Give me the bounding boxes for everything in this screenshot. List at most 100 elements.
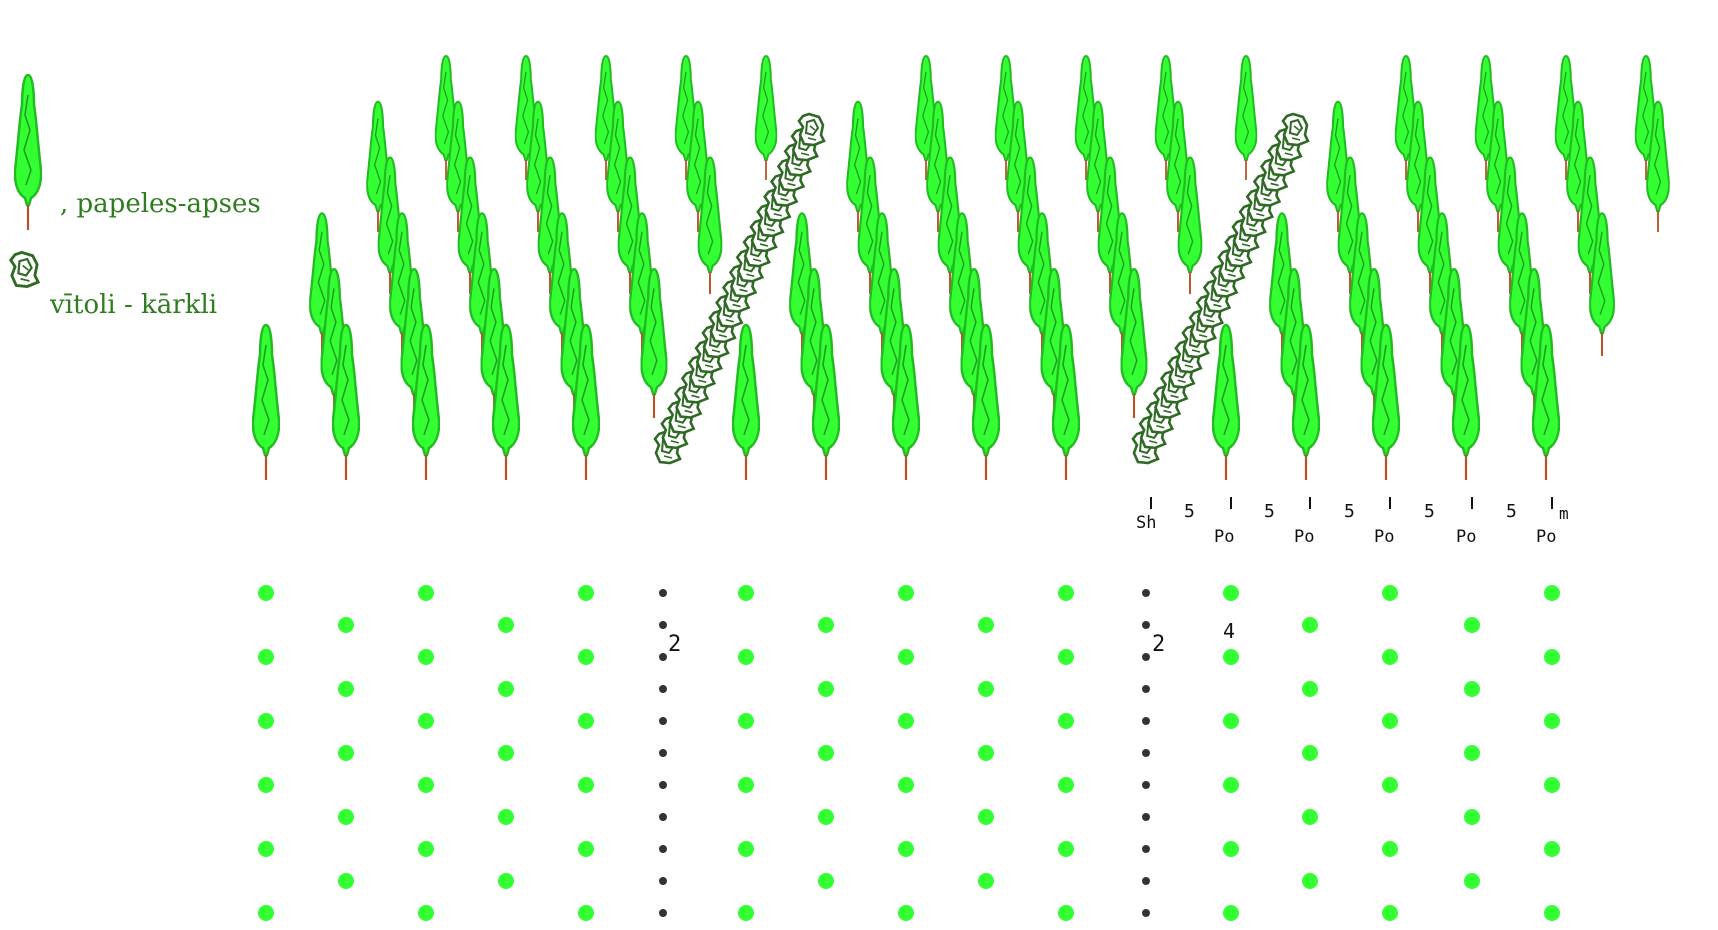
poplar-position (898, 905, 914, 921)
poplar-position (1058, 585, 1074, 601)
scale-distance: 5 (1264, 501, 1275, 522)
poplar-position (738, 649, 754, 665)
poplar-position (258, 713, 274, 729)
poplar-position (898, 777, 914, 793)
poplar-position (1302, 617, 1318, 633)
poplar-position (1223, 841, 1239, 857)
poplar-position (578, 777, 594, 793)
scale-distance: 5 (1184, 501, 1195, 522)
poplar-position (498, 745, 514, 761)
poplar-position (1058, 777, 1074, 793)
poplar-position (1382, 841, 1398, 857)
poplar-position (978, 617, 994, 633)
legend: , papeles-apses vītoli - kārkli (9, 73, 261, 320)
willow-shrub (797, 112, 826, 147)
in-row-spacing-labels: 2 2 4 (668, 619, 1235, 657)
poplar-position (498, 809, 514, 825)
willow-position (659, 781, 667, 789)
poplar-tree (252, 323, 280, 480)
scale-label-po: Po (1214, 527, 1234, 547)
scale-label-po: Po (1456, 527, 1476, 547)
poplar-position (738, 585, 754, 601)
poplar-position (498, 617, 514, 633)
willow-position (1142, 621, 1150, 629)
poplar-position (1544, 649, 1560, 665)
tree-stand-perspective (252, 55, 1670, 480)
poplar-position (1544, 841, 1560, 857)
scale-label-po: Po (1536, 527, 1556, 547)
poplar-position (498, 873, 514, 889)
poplar-position (1382, 777, 1398, 793)
poplar-position (418, 905, 434, 921)
willow-position (1142, 589, 1150, 597)
willow-position (1142, 877, 1150, 885)
poplar-position (1058, 841, 1074, 857)
scale-distance: 5 (1506, 501, 1517, 522)
poplar-position (818, 873, 834, 889)
poplar-position (1382, 585, 1398, 601)
legend-willow-icon (9, 250, 40, 288)
poplar-position (338, 809, 354, 825)
scale-distance: 5 (1344, 501, 1355, 522)
poplar-position (1544, 905, 1560, 921)
poplar-position (1544, 585, 1560, 601)
willow-position (659, 749, 667, 757)
poplar-position (898, 841, 914, 857)
poplar-position (738, 713, 754, 729)
poplar-position (578, 841, 594, 857)
scale-distance: 5 (1424, 501, 1435, 522)
poplar-tree (1212, 323, 1240, 480)
poplar-position (898, 713, 914, 729)
poplar-position (1058, 905, 1074, 921)
poplar-position (1464, 745, 1480, 761)
poplar-position (1302, 809, 1318, 825)
willow-position (1142, 813, 1150, 821)
willow-position (659, 877, 667, 885)
poplar-position (418, 585, 434, 601)
poplar-tree (754, 55, 778, 180)
scale-unit: m (1559, 504, 1569, 523)
poplar-position (338, 617, 354, 633)
poplar-tree (1234, 55, 1258, 180)
legend-poplar-icon (14, 73, 42, 230)
poplar-position (1382, 649, 1398, 665)
willow-position (659, 813, 667, 821)
poplar-position (578, 713, 594, 729)
row-spacing-scale: Sh 5 Po 5 Po 5 Po 5 Po 5 Po m (1136, 497, 1569, 547)
poplar-position (978, 681, 994, 697)
poplar-position (738, 777, 754, 793)
poplar-position (578, 649, 594, 665)
willow-position (1142, 909, 1150, 917)
willow-position (659, 909, 667, 917)
poplar-position (818, 617, 834, 633)
willow-position (1142, 845, 1150, 853)
willow-position (1142, 749, 1150, 757)
poplar-position (818, 681, 834, 697)
poplar-position (1464, 873, 1480, 889)
poplar-position (258, 585, 274, 601)
poplar-position (978, 809, 994, 825)
willow-position (1142, 717, 1150, 725)
poplar-position (738, 905, 754, 921)
willow-spacing-right: 2 (1152, 632, 1165, 657)
poplar-tree (732, 323, 760, 480)
poplar-position (898, 649, 914, 665)
poplar-position (498, 681, 514, 697)
willow-position (1142, 653, 1150, 661)
willow-position (659, 589, 667, 597)
poplar-position (338, 745, 354, 761)
poplar-position (258, 841, 274, 857)
poplar-position (1223, 649, 1239, 665)
poplar-position (258, 649, 274, 665)
willow-position (1142, 781, 1150, 789)
poplar-position (1223, 777, 1239, 793)
planting-plan-view (258, 585, 1560, 921)
willow-spacing-left: 2 (668, 632, 681, 657)
poplar-position (1464, 809, 1480, 825)
poplar-position (1464, 681, 1480, 697)
willow-position (659, 621, 667, 629)
poplar-position (1223, 713, 1239, 729)
poplar-position (1058, 649, 1074, 665)
poplar-position (1464, 617, 1480, 633)
